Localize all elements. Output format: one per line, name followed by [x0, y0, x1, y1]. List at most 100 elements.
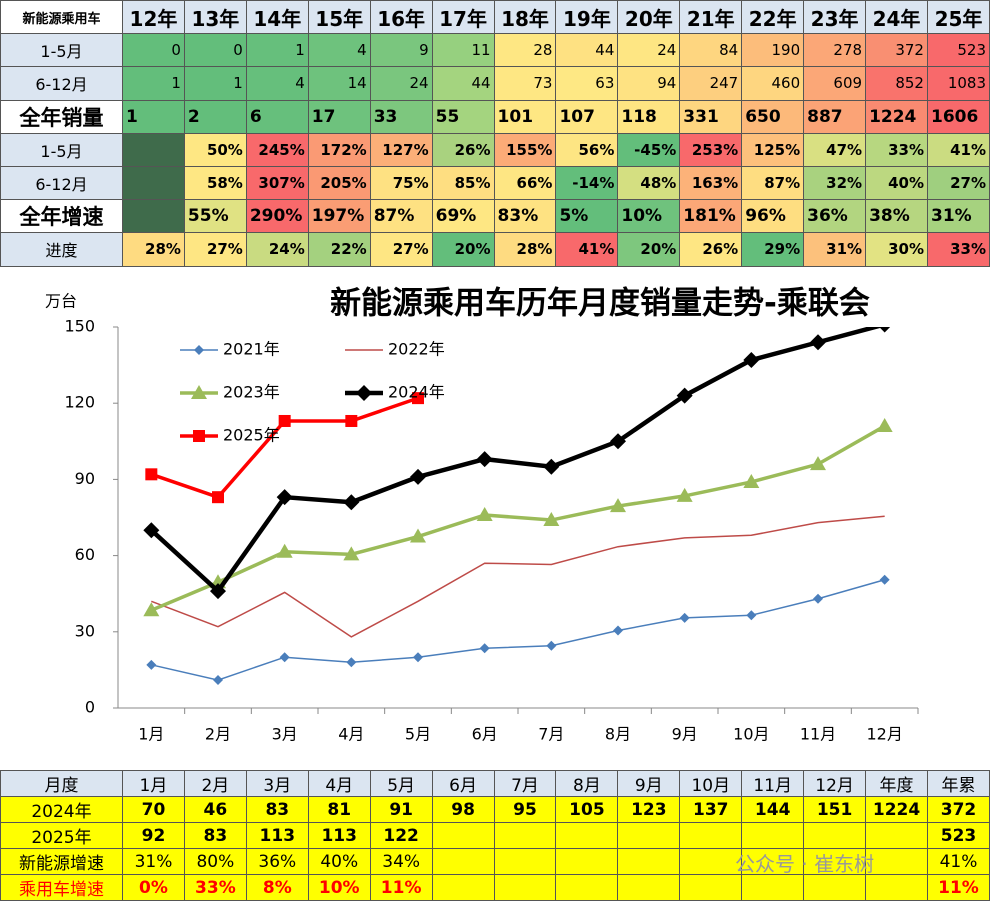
value-cell: 307% — [245, 165, 309, 201]
header-cell: 14年 — [245, 0, 309, 35]
value-cell: 50% — [183, 132, 247, 167]
data-point — [279, 652, 290, 663]
header-cell: 2月 — [183, 770, 247, 797]
value-cell: 163% — [679, 165, 743, 201]
value-cell: -45% — [617, 132, 681, 167]
row-label: 1-5月 — [0, 132, 123, 167]
value-cell: 1083 — [926, 66, 990, 101]
value-cell: 122 — [369, 822, 433, 849]
table-row: 6-12月 1 1 4 14 24 44 73 63 94 247 460 609 852 1083 — [0, 66, 990, 101]
value-cell: 460 — [741, 66, 805, 101]
value-cell: 0% — [122, 874, 185, 901]
row-label: 2025年 — [0, 822, 123, 849]
header-cell: 1月 — [122, 770, 185, 797]
series-line — [149, 327, 884, 595]
x-tick-label: 10月 — [733, 725, 769, 744]
x-tick-label: 11月 — [800, 725, 836, 744]
value-cell: 41% — [555, 232, 619, 267]
header-cell: 年累 — [926, 770, 990, 797]
value-cell — [865, 822, 928, 849]
value-cell: 69% — [431, 199, 495, 234]
chart: 万台 新能源乘用车历年月度销量走势-乘联会 0 30 60 90 120 150 1月 2月 3… — [45, 286, 919, 744]
data-point — [345, 414, 358, 427]
data-point — [879, 574, 890, 585]
data-point — [145, 468, 158, 481]
data-point — [410, 468, 426, 485]
table-row: 全年销量 1 2 6 17 33 55 101 107 118 331 650 887 1224 1606 — [0, 99, 990, 134]
value-cell: 0 — [122, 33, 185, 68]
value-cell: 137 — [679, 796, 743, 823]
value-cell: 105 — [555, 796, 619, 823]
value-cell — [431, 848, 495, 875]
value-cell: 107 — [555, 99, 619, 134]
value-cell: 253% — [679, 132, 743, 167]
data-point — [746, 610, 757, 621]
value-cell — [741, 874, 805, 901]
value-cell: 41% — [926, 132, 990, 167]
header-cell: 4月 — [307, 770, 371, 797]
header-cell: 月度 — [0, 770, 123, 797]
value-cell: 245% — [245, 132, 309, 167]
value-cell: 609 — [803, 66, 867, 101]
value-cell: 32% — [803, 165, 867, 201]
value-cell: 17 — [307, 99, 371, 134]
value-cell: 10% — [617, 199, 681, 234]
value-cell: 26% — [679, 232, 743, 267]
row-label: 1-5月 — [0, 33, 123, 68]
value-cell: 94 — [617, 66, 681, 101]
value-cell: 127% — [369, 132, 433, 167]
value-cell: 83 — [183, 822, 247, 849]
y-tick-label: 90 — [75, 469, 95, 488]
value-cell: 190 — [741, 33, 805, 68]
value-cell — [803, 848, 867, 875]
data-point — [610, 498, 626, 513]
data-point — [276, 489, 293, 506]
value-cell: 290% — [245, 199, 309, 234]
value-cell — [493, 822, 557, 849]
value-cell: 41% — [926, 848, 990, 875]
value-cell: 1 — [245, 33, 309, 68]
series-line — [150, 424, 886, 612]
data-point — [413, 652, 423, 663]
data-point — [810, 334, 826, 351]
value-cell: 852 — [865, 66, 928, 101]
data-point — [276, 543, 293, 558]
value-cell — [122, 132, 185, 167]
value-cell: 197% — [307, 199, 371, 234]
y-tick-label: 0 — [85, 698, 95, 717]
value-cell — [617, 822, 681, 849]
data-point — [212, 491, 224, 504]
header-cell: 12年 — [122, 0, 185, 35]
header-cell: 年度 — [865, 770, 928, 797]
value-cell: 9 — [369, 33, 433, 68]
value-cell: 205% — [307, 165, 371, 201]
y-tick-label: 60 — [75, 545, 95, 564]
watermark: 公众号 · 崔东树 — [735, 852, 875, 876]
data-point — [343, 494, 360, 511]
value-cell — [741, 822, 805, 849]
value-cell: 8% — [245, 874, 309, 901]
data-point — [210, 583, 226, 600]
data-point — [610, 433, 626, 450]
value-cell: 28% — [493, 232, 557, 267]
value-cell: 46 — [183, 796, 247, 823]
data-point — [876, 418, 893, 433]
header-cell: 13年 — [183, 0, 247, 35]
data-point — [743, 473, 760, 488]
row-label: 2024年 — [0, 796, 123, 823]
table-row: 2025年 92 83 113 113 122 523 — [0, 822, 990, 849]
value-cell: 33% — [865, 132, 928, 167]
data-point — [613, 625, 623, 636]
value-cell: 30% — [865, 232, 928, 267]
x-tick-label: 6月 — [472, 725, 498, 744]
monthly-table: 月度 1月 2月 3月 4月 5月 6月 7月 8月 9月 10月 11月 12月 年度 年累 2024年 70… — [0, 770, 990, 901]
corner-cell: 新能源乘用车 — [0, 0, 123, 35]
value-cell: 98 — [431, 796, 495, 823]
header-cell: 24年 — [865, 0, 928, 35]
header-cell: 20年 — [617, 0, 681, 35]
value-cell: 26% — [431, 132, 495, 167]
row-label: 全年增速 — [0, 199, 123, 234]
value-cell: 70 — [122, 796, 185, 823]
value-cell: 151 — [803, 796, 867, 823]
